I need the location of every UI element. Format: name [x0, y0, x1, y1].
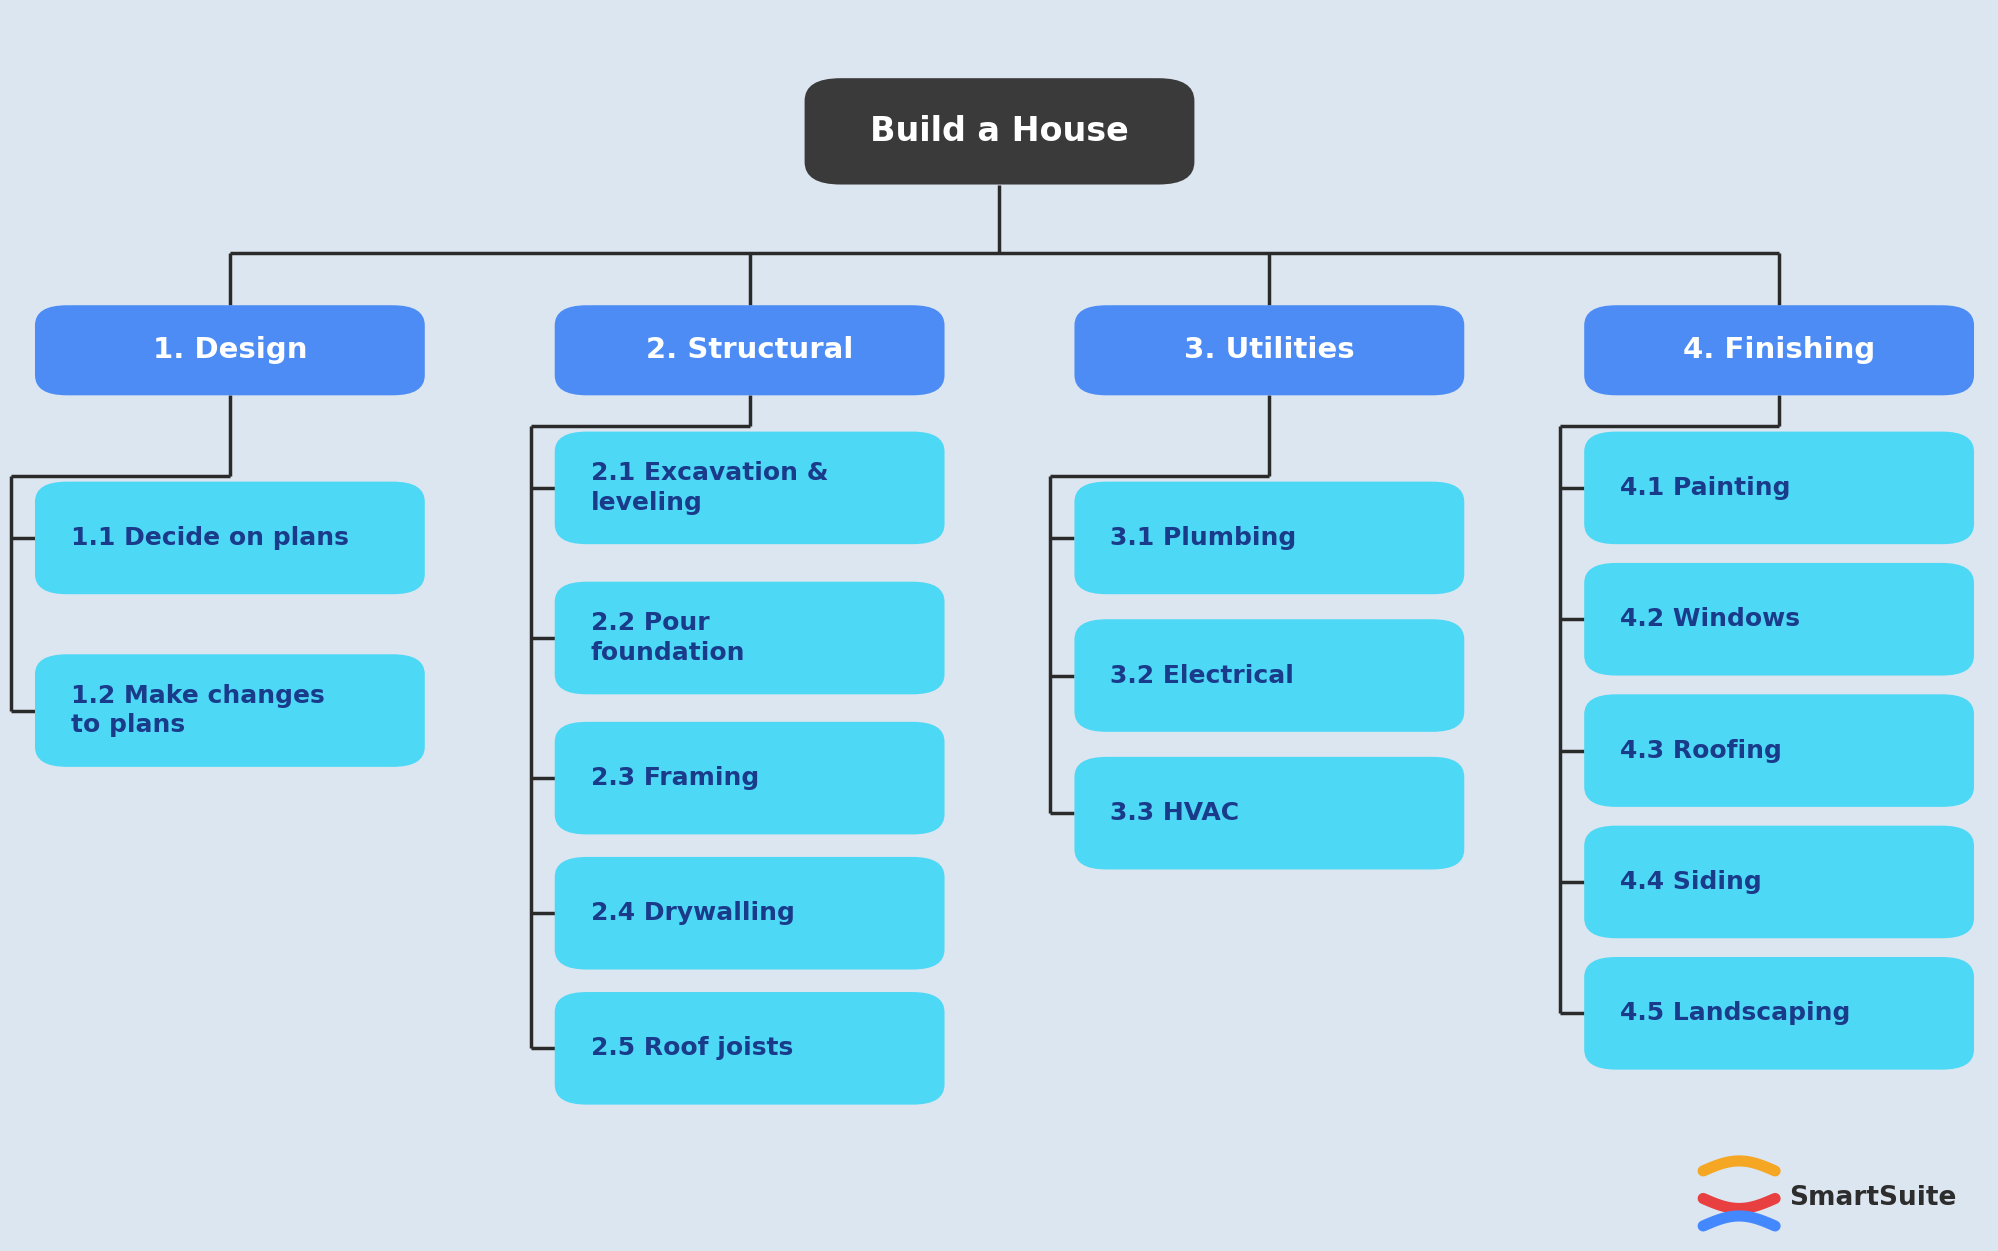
Text: Build a House: Build a House — [869, 115, 1129, 148]
Text: SmartSuite: SmartSuite — [1788, 1186, 1956, 1211]
FancyBboxPatch shape — [36, 482, 426, 594]
FancyBboxPatch shape — [1075, 619, 1463, 732]
Text: 2.3 Framing: 2.3 Framing — [591, 766, 759, 791]
Text: 2.2 Pour
foundation: 2.2 Pour foundation — [591, 612, 745, 664]
Text: 4.4 Siding: 4.4 Siding — [1618, 869, 1760, 894]
FancyBboxPatch shape — [1582, 957, 1974, 1070]
FancyBboxPatch shape — [1582, 694, 1974, 807]
Text: 2.5 Roof joists: 2.5 Roof joists — [591, 1036, 793, 1061]
FancyBboxPatch shape — [553, 305, 943, 395]
Text: 1.2 Make changes
to plans: 1.2 Make changes to plans — [72, 684, 324, 737]
FancyBboxPatch shape — [1582, 563, 1974, 676]
FancyBboxPatch shape — [1582, 305, 1974, 395]
FancyBboxPatch shape — [803, 78, 1193, 185]
FancyBboxPatch shape — [553, 857, 943, 970]
Text: 1.1 Decide on plans: 1.1 Decide on plans — [72, 525, 350, 550]
FancyBboxPatch shape — [36, 654, 426, 767]
Text: 4.5 Landscaping: 4.5 Landscaping — [1618, 1001, 1850, 1026]
FancyBboxPatch shape — [1582, 432, 1974, 544]
FancyBboxPatch shape — [1075, 305, 1463, 395]
Text: 2. Structural: 2. Structural — [645, 337, 853, 364]
FancyBboxPatch shape — [1582, 826, 1974, 938]
FancyBboxPatch shape — [36, 305, 426, 395]
Text: 1. Design: 1. Design — [152, 337, 308, 364]
Text: 4.1 Painting: 4.1 Painting — [1618, 475, 1790, 500]
Text: 3.3 HVAC: 3.3 HVAC — [1111, 801, 1239, 826]
FancyBboxPatch shape — [553, 722, 943, 834]
Text: 3. Utilities: 3. Utilities — [1183, 337, 1355, 364]
FancyBboxPatch shape — [553, 582, 943, 694]
FancyBboxPatch shape — [1075, 482, 1463, 594]
Text: 2.4 Drywalling: 2.4 Drywalling — [591, 901, 793, 926]
FancyBboxPatch shape — [553, 992, 943, 1105]
Text: 3.1 Plumbing: 3.1 Plumbing — [1111, 525, 1297, 550]
Text: 4. Finishing: 4. Finishing — [1682, 337, 1874, 364]
Text: 2.1 Excavation &
leveling: 2.1 Excavation & leveling — [591, 462, 827, 514]
FancyBboxPatch shape — [1075, 757, 1463, 869]
Text: 3.2 Electrical: 3.2 Electrical — [1111, 663, 1293, 688]
Text: 4.3 Roofing: 4.3 Roofing — [1618, 738, 1780, 763]
Text: 4.2 Windows: 4.2 Windows — [1618, 607, 1800, 632]
FancyBboxPatch shape — [553, 432, 943, 544]
